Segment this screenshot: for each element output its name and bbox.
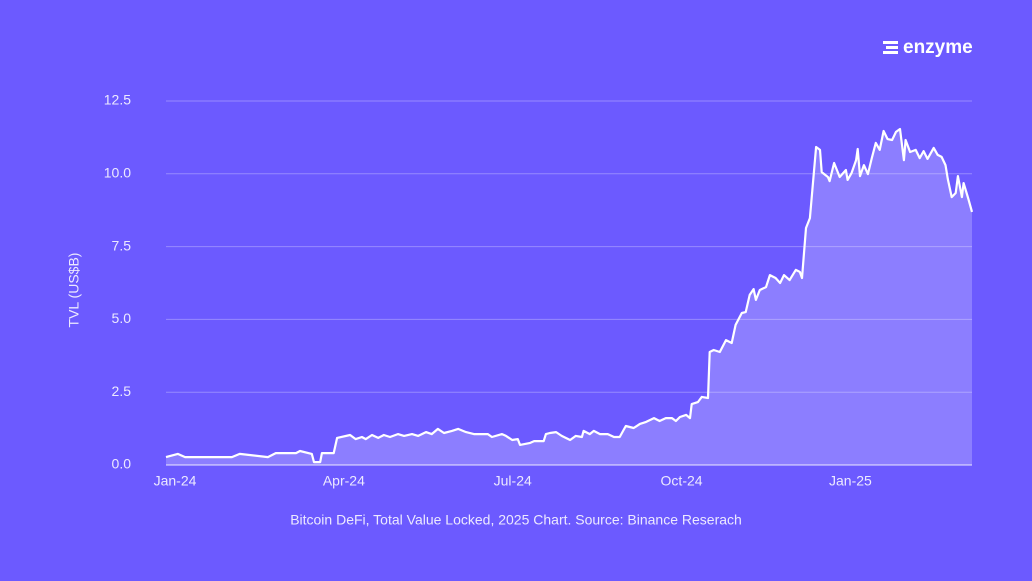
y-tick-label: 10.0 bbox=[104, 165, 131, 181]
x-tick-label: Apr-24 bbox=[323, 473, 365, 489]
y-axis-label: TVL (US$B) bbox=[66, 253, 82, 328]
brand-name: enzyme bbox=[903, 37, 973, 58]
caption: Bitcoin DeFi, Total Value Locked, 2025 C… bbox=[290, 512, 742, 528]
area bbox=[166, 129, 972, 465]
y-tick-label: 5.0 bbox=[112, 310, 132, 326]
logo-bar bbox=[883, 41, 898, 44]
y-tick-label: 7.5 bbox=[112, 237, 132, 253]
x-tick-label: Oct-24 bbox=[661, 473, 703, 489]
x-tick-label: Jul-24 bbox=[494, 473, 532, 489]
logo-bar bbox=[886, 46, 898, 49]
x-tick-label: Jan-25 bbox=[829, 473, 872, 489]
y-tick-label: 12.5 bbox=[104, 92, 131, 108]
y-tick-label: 2.5 bbox=[112, 383, 132, 399]
logo-bar bbox=[883, 51, 898, 54]
x-tick-label: Jan-24 bbox=[154, 473, 197, 489]
line bbox=[165, 127, 974, 464]
y-tick-label: 0.0 bbox=[112, 456, 132, 472]
brand-logo: enzyme bbox=[883, 37, 973, 58]
